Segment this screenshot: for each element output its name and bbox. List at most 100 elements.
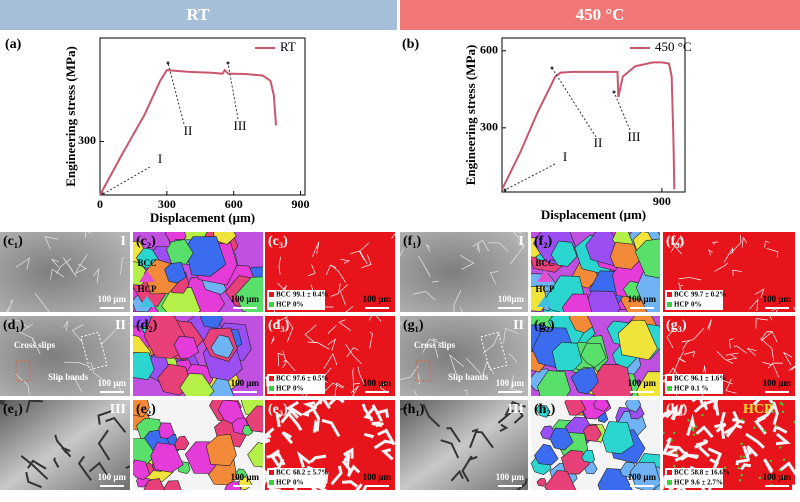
legend-phase: HCP: [674, 479, 690, 487]
boundary: [691, 400, 705, 408]
legend-swatch: [667, 292, 672, 297]
plot-frame: [501, 37, 686, 193]
panel-label: (h₂): [534, 402, 556, 417]
boundary: [682, 340, 690, 350]
boundary: [668, 445, 686, 455]
boundary: [788, 365, 795, 371]
grain-boundary: [27, 459, 47, 470]
legend-phase: BCC: [276, 469, 291, 477]
boundary: [768, 362, 783, 369]
legend-value: 9.6 ± 2.7%: [691, 479, 723, 487]
boundary: [281, 431, 294, 445]
legend-phase: BCC: [674, 375, 689, 383]
grain-boundary: [31, 338, 41, 354]
hcp-dot: [779, 446, 782, 449]
arrow-head: [612, 90, 616, 94]
scale-label: 100 μm: [763, 472, 792, 482]
legend-value: 68.2 ± 5.7%: [293, 469, 328, 477]
grain: [629, 461, 660, 490]
legend-box: [665, 374, 723, 394]
grain-boundary: [422, 338, 444, 353]
boundary: [341, 480, 359, 488]
panel: [133, 316, 263, 396]
annotation: III: [628, 129, 641, 144]
boundary: [378, 381, 390, 392]
boundary: [369, 331, 373, 349]
boundary: [725, 378, 737, 394]
boundary: [708, 249, 713, 256]
panel-label: (c₃): [268, 234, 288, 249]
grain: [570, 367, 599, 395]
boundary: [359, 242, 370, 265]
annotation-arrow: [613, 91, 631, 131]
boundary: [323, 353, 338, 369]
scale-label: 100 μm: [496, 378, 525, 388]
x-tick-label: 300: [158, 197, 176, 211]
hcp-dot: [762, 429, 766, 432]
y-tick-label: 300: [78, 133, 96, 147]
panel-label: (c₂): [136, 234, 156, 249]
grain-boundary: [488, 242, 509, 252]
grain-boundary: [75, 254, 88, 274]
boundary: [350, 250, 365, 261]
legend-phase: HCP: [674, 301, 690, 309]
grain-boundary: [64, 361, 89, 367]
boundary: [693, 400, 709, 413]
scale-label: 100 μm: [763, 378, 792, 388]
legend-value: 0%: [691, 301, 702, 309]
boundary: [330, 283, 341, 297]
panel-label: (d₃): [268, 318, 290, 333]
boundary: [342, 447, 354, 459]
grain: [561, 293, 593, 312]
boundary: [716, 350, 734, 364]
grain-boundary: [53, 457, 60, 468]
legend-swatch: [269, 302, 274, 307]
legend-value: 99.7 ± 0.2%: [691, 291, 726, 299]
grain-boundary: [448, 353, 465, 375]
grain-boundary: [425, 244, 431, 252]
hcp-dot: [672, 464, 676, 468]
boundary: [761, 331, 773, 340]
grain-boundary: [482, 360, 495, 375]
scale-label: 100 μm: [763, 294, 792, 304]
hcp-dot: [781, 410, 785, 414]
legend-label: RT: [280, 39, 296, 54]
panel-label: (f₃): [666, 234, 685, 249]
ipf-key: [537, 296, 553, 307]
hcp-dot: [670, 438, 673, 442]
boundary: [769, 316, 773, 321]
panel-label: (f₂): [534, 234, 553, 249]
grain-boundary: [62, 257, 77, 278]
grain-boundary: [503, 327, 519, 344]
y-tick-label: 300: [480, 120, 498, 134]
slip-box: [480, 331, 508, 371]
hcp-dot: [758, 476, 761, 480]
hcp-dot: [687, 419, 690, 422]
boundary: [684, 351, 696, 358]
grain-boundary: [7, 299, 14, 312]
boundary: [703, 365, 707, 378]
grain-boundary: [422, 403, 441, 428]
note: Slip bands: [448, 372, 489, 382]
boundary: [345, 343, 362, 364]
legend-value: 97.6 ± 0.5%: [293, 375, 328, 383]
x-tick-label: 900: [653, 194, 671, 208]
x-axis-label: Displacement (μm): [150, 210, 255, 225]
arrow-head: [166, 61, 170, 65]
legend-swatch: [667, 386, 672, 391]
boundary: [330, 465, 343, 486]
scale-label: 100 μm: [231, 378, 260, 388]
grain-boundary: [477, 242, 481, 253]
panel: [400, 316, 528, 396]
legend-value: 96.1 ± 1.6%: [691, 375, 726, 383]
grain-boundary: [44, 236, 59, 250]
cross-slip-box: [15, 360, 31, 382]
boundary: [746, 445, 759, 458]
y-axis-label: Engineering stress (MPa): [463, 45, 478, 186]
boundary: [328, 400, 345, 406]
grain-boundary: [5, 305, 11, 312]
header-bar: [400, 0, 800, 30]
boundary: [391, 233, 395, 239]
hcp-dot: [701, 413, 704, 417]
grain: [544, 470, 577, 490]
